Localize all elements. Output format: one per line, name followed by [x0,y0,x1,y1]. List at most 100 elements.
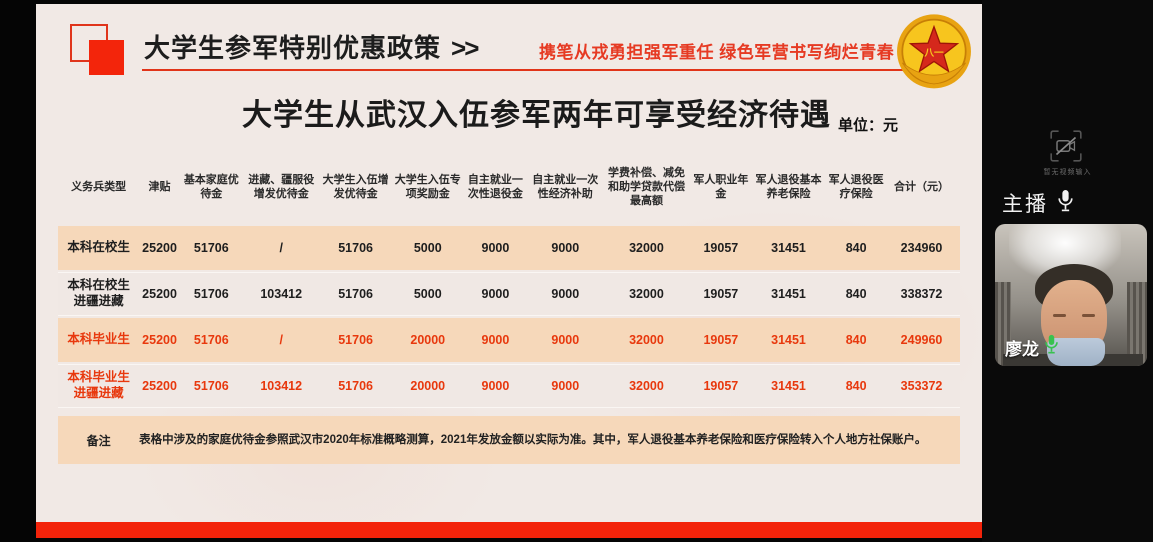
col-header: 进藏、疆服役增发优待金 [248,173,315,200]
cell: 19057 [703,241,739,255]
camera-off-icon [1048,128,1084,169]
note-label: 备注 [86,433,111,448]
slide-footer-bar [36,522,982,538]
participant-name-row: 廖龙 [1005,334,1059,360]
cell: 51706 [338,333,373,347]
cell: 51706 [338,287,373,301]
slide-main-title: 大学生从武汉入伍参军两年可享受经济待遇 [242,99,831,132]
cell: 9000 [551,287,580,301]
cell: 234960 [900,241,943,255]
cell: 103412 [260,287,303,301]
cell: 840 [845,241,867,255]
header-divider-line [142,69,904,71]
cell: 51706 [338,241,373,255]
col-header: 津贴 [148,180,171,193]
slide-logo-square-fill [89,40,124,75]
cell: 103412 [260,379,303,393]
cell: 31451 [771,241,806,255]
cell: 840 [845,333,867,347]
participant-microphone-icon [1044,334,1059,360]
cell: 51706 [193,333,229,347]
col-header: 军人职业年金 [693,173,749,200]
cell: 9000 [481,333,510,347]
table-row: 本科在校生 进疆进藏 25200 51706 103412 51706 5000… [58,272,960,316]
unit-label: 单位：元 [838,117,899,134]
cell: 20000 [410,379,446,393]
participant-eye [1082,314,1095,317]
table-row-highlighted: 本科毕业生 进疆进藏 25200 51706 103412 51706 2000… [58,364,960,408]
col-header: 义务兵类型 [71,180,127,193]
pla-81-emblem-icon: 八一 [890,10,978,103]
window-blinds-left [995,282,1011,366]
table-header-row: 义务兵类型 津贴 基本家庭优待金 进藏、疆服役增发优待金 大学生入伍增发优待金 … [58,150,960,224]
col-header: 大学生入伍增发优待金 [322,173,389,200]
cell: 32000 [629,333,664,347]
table-row-highlighted: 本科毕业生 25200 51706 / 51706 20000 9000 900… [58,318,960,362]
cell: 31451 [771,287,806,301]
cell: 353372 [900,379,943,393]
cell: 32000 [629,287,664,301]
cell: 51706 [193,287,229,301]
row-type: 本科在校生 [67,240,130,255]
row-type: 本科毕业生 进疆进藏 [67,370,130,400]
shared-slide: 大学生参军特别优惠政策 >> 携笔从戎勇担强军重任 绿色军营书写绚烂青春 八一 大… [36,4,982,538]
cell: 9000 [481,241,510,255]
cell: 32000 [629,241,664,255]
host-label: 主播 [1002,193,1048,216]
slide-slogan: 携笔从戎勇担强军重任 绿色军营书写绚烂青春 [539,43,895,62]
cell: 25200 [142,333,177,347]
cell: 840 [845,379,867,393]
slide-header-title: 大学生参军特别优惠政策 >> [144,28,479,65]
cell: / [279,241,283,255]
cell: 25200 [142,241,177,255]
col-header: 自主就业一次性经济补助 [532,173,599,200]
col-header: 大学生入伍专项奖励金 [394,173,461,200]
host-status-row: 主播 [1002,188,1074,218]
participants-rail: 暂无视频输入 主播 廖龙 [982,0,1153,542]
slide-header-title-arrows: >> [451,33,479,63]
cell: 9000 [481,379,510,393]
cell: 51706 [193,241,229,255]
cell: 19057 [703,287,739,301]
emblem-81-text: 八一 [923,47,944,59]
cell: / [279,333,283,347]
cell: 5000 [413,241,442,255]
col-header: 军人退役医疗保险 [828,173,884,200]
participant-video-tile[interactable]: 廖龙 [995,224,1147,366]
col-header: 基本家庭优待金 [183,173,239,200]
cell: 9000 [551,241,580,255]
row-type: 本科在校生 进疆进藏 [67,278,130,308]
no-camera-label: 暂无视频输入 [1043,169,1092,176]
cell: 20000 [410,333,446,347]
cell: 249960 [900,333,943,347]
host-microphone-icon [1057,189,1074,218]
col-header: 军人退役基本养老保险 [755,173,822,200]
cell: 9000 [481,287,510,301]
cell: 5000 [413,287,442,301]
cell: 19057 [703,333,739,347]
cell: 51706 [193,379,229,393]
col-header: 合计（元） [894,180,950,193]
table-note-row: 备注 表格中涉及的家庭优待金参照武汉市2020年标准概略测算，2021年发放金额… [58,416,960,464]
cell: 19057 [703,379,739,393]
table-row: 本科在校生 25200 51706 / 51706 5000 9000 9000… [58,226,960,270]
row-type: 本科毕业生 [67,332,130,347]
cell: 32000 [629,379,664,393]
cell: 9000 [551,379,580,393]
benefits-table: 义务兵类型 津贴 基本家庭优待金 进藏、疆服役增发优待金 大学生入伍增发优待金 … [58,150,960,464]
col-header: 自主就业一次性退役金 [467,173,523,200]
cell: 338372 [900,287,943,301]
participant-eye [1053,314,1066,317]
note-text: 表格中涉及的家庭优待金参照武汉市2020年标准概略测算，2021年发放金额以实际… [139,433,927,446]
participant-name: 廖龙 [1005,340,1039,359]
cell: 9000 [551,333,580,347]
window-blinds-right [1127,282,1147,366]
cell: 840 [845,287,867,301]
col-header: 学费补偿、减免和助学贷款代偿最高额 [607,166,685,208]
slide-header-title-text: 大学生参军特别优惠政策 [144,33,442,63]
cell: 31451 [771,379,806,393]
cell: 25200 [142,379,177,393]
cell: 51706 [338,379,373,393]
cell: 25200 [142,287,177,301]
